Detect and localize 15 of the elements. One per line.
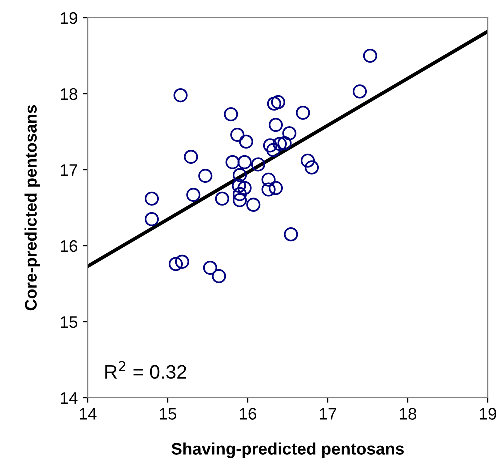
y-tick-label: 14 [61, 392, 78, 404]
x-tick-label: 16 [240, 408, 257, 420]
x-tick-label: 19 [480, 408, 496, 420]
y-tick-label: 16 [61, 240, 78, 252]
x-tick-label: 17 [320, 408, 336, 420]
x-tick-label: 18 [400, 408, 417, 420]
annotation: R$^{2}$ = 0.32 [106, 361, 186, 380]
x-axis-title: Shaving-predicted pentosans [172, 442, 404, 458]
y-axis-title: Core-predicted pentosans [24, 105, 40, 311]
y-tick-label: 17 [61, 164, 78, 176]
y-tick-label: 18 [61, 88, 78, 100]
y-tick-label: 15 [61, 316, 78, 328]
x-tick-label: 14 [80, 408, 97, 420]
y-tick-label: 19 [61, 12, 78, 24]
x-tick-label: 15 [160, 408, 177, 420]
